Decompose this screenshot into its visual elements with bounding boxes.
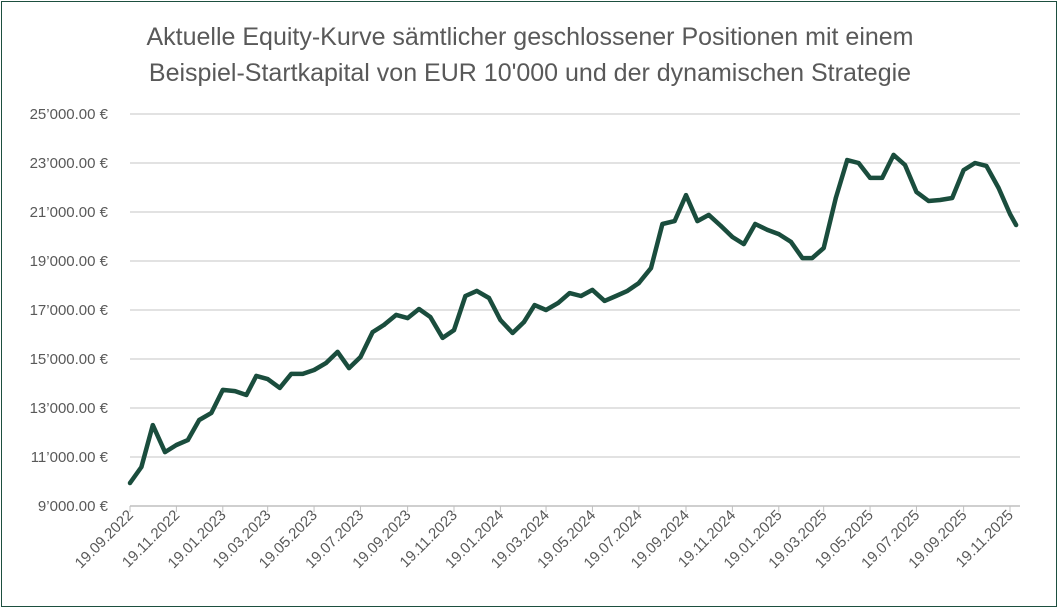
data-point xyxy=(289,371,294,376)
data-point xyxy=(776,232,781,237)
series-layer xyxy=(127,152,1019,486)
data-point xyxy=(452,328,457,333)
data-point xyxy=(394,312,399,317)
data-point xyxy=(556,300,561,305)
x-axis-labels: 19.09.202219.11.202219.01.202319.03.2023… xyxy=(72,506,1017,572)
data-point xyxy=(996,185,1001,190)
data-point xyxy=(961,168,966,173)
data-point xyxy=(567,291,572,296)
data-point xyxy=(174,442,179,447)
data-point xyxy=(139,465,144,470)
data-point xyxy=(405,316,410,321)
data-point xyxy=(926,198,931,203)
y-tick-label: 19’000.00 € xyxy=(30,253,109,270)
data-point xyxy=(833,196,838,201)
data-point xyxy=(800,256,805,261)
data-point xyxy=(428,315,433,320)
data-point xyxy=(579,294,584,299)
data-point xyxy=(660,222,665,227)
data-point xyxy=(463,294,468,299)
data-point xyxy=(197,418,202,423)
data-point xyxy=(312,368,317,373)
data-point xyxy=(335,349,340,354)
data-point xyxy=(891,152,896,157)
y-tick-label: 17’000.00 € xyxy=(30,302,109,319)
data-point xyxy=(602,298,607,303)
data-point xyxy=(730,234,735,239)
data-point xyxy=(324,360,329,365)
data-point xyxy=(498,318,503,323)
data-point xyxy=(254,373,259,378)
chart-title-line-1: Aktuelle Equity-Kurve sämtlicher geschlo… xyxy=(146,23,914,51)
data-point xyxy=(150,423,155,428)
data-point xyxy=(162,450,167,455)
data-point xyxy=(695,219,700,224)
y-axis-labels: 25’000.00 € 23’000.00 € 21’000.00 € 19’000.… xyxy=(30,106,109,515)
data-point xyxy=(474,288,479,293)
data-point xyxy=(938,197,943,202)
data-point xyxy=(973,161,978,165)
data-point xyxy=(903,162,908,167)
data-point xyxy=(718,223,723,228)
data-point xyxy=(741,242,746,247)
data-point xyxy=(382,322,387,327)
data-point xyxy=(358,355,363,360)
data-point xyxy=(672,219,677,224)
data-point xyxy=(914,189,919,194)
data-point xyxy=(544,308,549,312)
data-point xyxy=(128,480,132,485)
data-point xyxy=(984,163,989,168)
data-point xyxy=(440,335,445,340)
data-point xyxy=(1008,211,1012,216)
data-point xyxy=(821,246,826,251)
y-tick-label: 11’000.00 € xyxy=(31,449,109,466)
data-point xyxy=(521,320,526,325)
data-point xyxy=(277,385,282,390)
y-tick-label: 15’000.00 € xyxy=(30,351,109,368)
gridlines xyxy=(130,113,1020,507)
data-point xyxy=(880,175,885,180)
y-tick-label: 13’000.00 € xyxy=(30,400,109,417)
data-point xyxy=(417,307,422,312)
y-tick-label: 21’000.00 € xyxy=(30,204,109,221)
data-point xyxy=(1014,222,1019,227)
y-tick-label: 25’000.00 € xyxy=(30,106,109,123)
equity-curve-line xyxy=(127,152,1019,486)
data-point xyxy=(753,222,758,227)
data-point xyxy=(614,294,619,299)
data-point xyxy=(300,371,305,376)
data-point xyxy=(625,288,630,293)
data-point xyxy=(636,281,641,286)
data-point xyxy=(244,393,249,398)
data-point xyxy=(856,161,861,165)
y-tick-label: 9’000.00 € xyxy=(38,498,109,515)
data-point xyxy=(868,175,873,180)
data-point xyxy=(510,331,515,336)
data-point xyxy=(347,366,352,371)
data-point xyxy=(765,227,770,232)
data-point xyxy=(810,256,815,261)
y-tick-label: 23’000.00 € xyxy=(30,155,109,172)
data-point xyxy=(486,295,491,300)
data-point xyxy=(788,239,793,244)
data-point xyxy=(220,387,225,392)
data-point xyxy=(232,389,237,394)
data-point xyxy=(683,193,688,198)
data-point xyxy=(532,303,537,308)
data-point xyxy=(706,212,711,217)
data-point xyxy=(209,410,214,415)
data-point xyxy=(590,287,595,292)
data-point xyxy=(845,158,850,163)
data-point xyxy=(370,330,375,335)
data-point xyxy=(265,377,270,382)
data-point xyxy=(950,196,955,201)
data-point xyxy=(185,438,190,443)
chart-title-line-2: Beispiel-Startkapital von EUR 10'000 und… xyxy=(148,59,912,87)
data-point xyxy=(649,266,654,271)
